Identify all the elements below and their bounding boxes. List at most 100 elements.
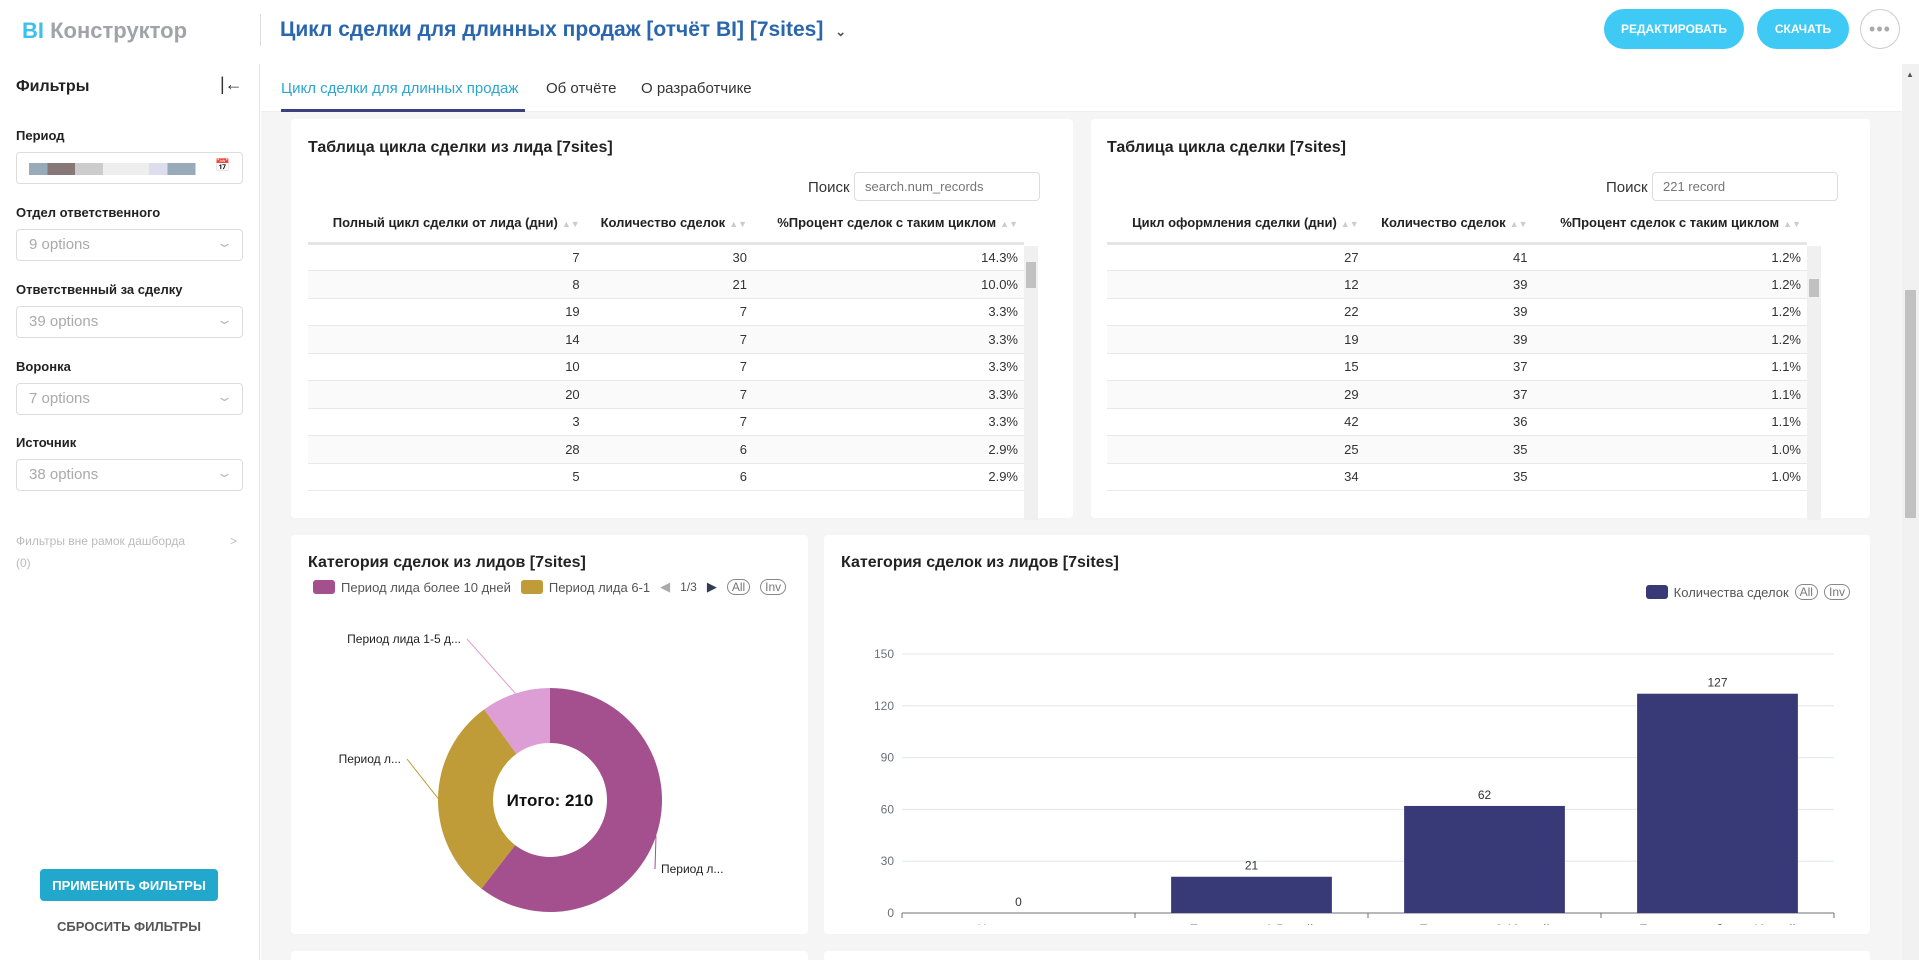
search-label: Поиск [1606,179,1648,196]
column-header[interactable]: Цикл оформления сделки (дни) ▲▼ [1107,203,1365,245]
column-header-label: Полный цикл сделки от лида (дни) [332,214,558,230]
table-cell: 6 [585,463,754,491]
table-cell: 21 [585,270,754,299]
y-tick-label: 120 [874,699,894,713]
table-cell: 1.1% [1533,408,1807,436]
sort-icon[interactable]: ▲▼ [1340,218,1359,229]
donut-slice[interactable] [484,688,550,754]
scrollbar-thumb[interactable] [1026,262,1036,288]
download-button[interactable]: СКАЧАТЬ [1757,9,1849,49]
sort-icon[interactable]: ▲▼ [1509,218,1528,229]
table-row: 19 39 1.2% [1107,325,1807,354]
table-cell: 7 [585,298,754,326]
search-input[interactable] [1652,172,1838,201]
more-options-button[interactable]: ••• [1860,9,1900,49]
column-header[interactable]: Количество сделок ▲▼ [1364,203,1534,245]
period-date-input[interactable]: 📅 [16,152,243,184]
chevron-right-icon: > [229,534,237,548]
edit-button[interactable]: РЕДАКТИРОВАТЬ [1604,9,1744,49]
legend-all-button[interactable]: All [1794,584,1818,600]
table-row: 14 7 3.3% [308,325,1024,354]
legend-inverse-button[interactable]: Inv [1823,584,1850,600]
table-cell: 15 [1107,353,1365,381]
dashboard-content: Таблица цикла сделки из лида [7sites] По… [261,112,1902,971]
collapse-sidebar-icon[interactable]: |← [220,74,243,94]
table-row: 20 7 3.3% [308,380,1024,409]
search-input[interactable] [854,172,1040,201]
sort-icon[interactable]: ▲▼ [729,218,748,229]
table-cell: 19 [308,298,586,326]
donut-slice[interactable] [438,709,517,889]
legend-swatch [313,580,335,594]
table-cell: 35 [1364,463,1534,491]
table-cell: 3.3% [753,408,1024,436]
tab-about-report[interactable]: Об отчёте [546,80,617,97]
table-cell: 42 [1107,408,1365,436]
bar[interactable] [1171,876,1332,913]
sort-icon[interactable]: ▲▼ [1000,218,1018,229]
chart-title: Категория сделок из лидов [7sites] [308,554,586,571]
funnel-select[interactable]: 7 options ⌄ [16,383,243,415]
table-header-row: Полный цикл сделки от лида (дни) ▲▼ Количе… [308,203,1024,245]
table-cell: 12 [1107,270,1365,299]
chevron-down-icon: ⌄ [215,235,234,250]
outside-filters-label: Фильтры вне рамок дашборда [16,534,186,548]
reset-filters-button[interactable]: СБРОСИТЬ ФИЛЬТРЫ [57,919,201,934]
x-tick-label: Период лида 1-5 дней [1190,922,1314,925]
table-cell: 3.3% [753,325,1024,354]
chevron-down-icon: ⌄ [215,465,234,480]
legend-prev-icon[interactable]: ◀ [660,579,671,594]
legend-swatch [520,580,543,594]
y-tick-label: 150 [874,647,894,661]
bar-value-label: 62 [1478,788,1492,802]
source-select[interactable]: 38 options ⌄ [16,459,243,491]
column-header[interactable]: Количество сделок ▲▼ [585,203,754,245]
sort-icon[interactable]: ▲▼ [561,218,580,229]
department-select[interactable]: 9 options ⌄ [16,229,243,261]
donut-chart: Период л... Период л... Период лида 1-5 д.… [339,632,723,912]
legend-item[interactable]: Количества сделок [1645,585,1789,600]
outside-filters-link[interactable]: Фильтры вне рамок дашборда > (0) [16,530,243,574]
logo[interactable]: BI Конструктор [22,18,187,44]
tab-about-developer[interactable]: О разработчике [641,80,752,97]
table-cell: 8 [308,270,586,299]
page-scrollbar-thumb[interactable] [1905,290,1916,518]
table-scrollbar[interactable] [1807,246,1821,520]
legend-label: Период лида более 10 дней [341,579,511,595]
legend-item[interactable]: Период лида более 10 дней [313,580,511,595]
page-scrollbar[interactable]: ▲ [1902,64,1919,960]
donut-slice[interactable] [481,688,663,912]
card-title: Таблица цикла сделки из лида [7sites] [308,139,613,156]
column-header[interactable]: Полный цикл сделки от лида (дни) ▲▼ [308,203,586,245]
dashboard-title[interactable]: Цикл сделки для длинных продаж [отчёт BI… [280,18,846,42]
table-cell: 1.2% [1533,270,1807,299]
tab-deal-cycle[interactable]: Цикл сделки для длинных продаж [281,80,519,97]
column-header[interactable]: %Процент сделок с таким циклом ▲▼ [1533,203,1807,245]
logo-bi: BI [22,18,44,43]
logo-text: Конструктор [50,18,188,43]
filter-label-funnel: Воронка [16,359,71,374]
sort-icon[interactable]: ▲▼ [1783,218,1801,229]
table-cell: 25 [1107,435,1365,464]
outside-filters-count: (0) [16,556,31,570]
lead-cycle-table: Полный цикл сделки от лида (дни) ▲▼ Количе… [308,203,1024,491]
table-cell: 1.0% [1533,435,1807,464]
legend-next-icon[interactable]: ▶ [706,579,717,594]
table-scrollbar[interactable] [1024,246,1038,520]
legend-inverse-button[interactable]: Inv [760,579,787,595]
apply-filters-button[interactable]: ПРИМЕНИТЬ ФИЛЬТРЫ [40,869,218,901]
bar[interactable] [1637,693,1798,913]
bar[interactable] [1404,805,1565,913]
table-cell: 7 [308,243,586,271]
legend-item[interactable]: Период лида 6-1 [520,580,650,595]
scroll-up-icon[interactable]: ▲ [1906,70,1914,79]
active-tab-indicator [281,109,525,112]
table-cell: 37 [1364,353,1534,381]
scrollbar-thumb[interactable] [1809,279,1819,297]
column-header[interactable]: %Процент сделок с таким циклом ▲▼ [753,203,1024,245]
responsible-select[interactable]: 39 options ⌄ [16,306,243,338]
table-cell: 7 [585,408,754,436]
table-row: 15 37 1.1% [1107,353,1807,381]
table-row: 12 39 1.2% [1107,270,1807,299]
legend-all-button[interactable]: All [726,579,751,595]
